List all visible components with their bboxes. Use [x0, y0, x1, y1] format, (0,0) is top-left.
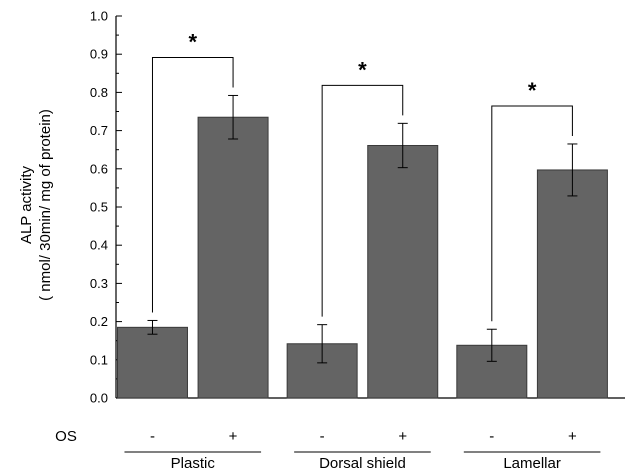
significance-bracket — [151, 56, 234, 313]
y-tick-label: 0.1 — [90, 352, 108, 367]
os-sign-label: - — [150, 428, 155, 445]
y-tick-label: 0.5 — [90, 200, 108, 215]
y-axis-title: ALP activity ( nmol/ 30min/ mg of protei… — [18, 109, 54, 301]
y-tick-label: 0.3 — [90, 276, 108, 291]
bar — [536, 169, 608, 399]
y-tick-label: 0.7 — [90, 123, 108, 138]
bar — [197, 116, 269, 399]
group-label: Lamellar — [503, 455, 561, 472]
y-tick-label: 0.0 — [90, 391, 108, 406]
significance-bracket — [491, 105, 573, 322]
significance-star: * — [528, 78, 537, 103]
significance-star: * — [358, 57, 367, 82]
os-sign-label: + — [568, 428, 577, 445]
y-tick-label: 1.0 — [90, 9, 108, 24]
bar — [367, 144, 439, 399]
group-label: Dorsal shield — [319, 455, 406, 472]
y-tick-label: 0.8 — [90, 85, 108, 100]
plot-area: 0.0 0.1 0.2 0.3 0.4 0.5 0.6 0.7 0.8 0.9 1.0 - + Plast… — [90, 9, 625, 472]
group-label: Plastic — [171, 455, 216, 472]
y-axis-title-line-1: ALP activity — [18, 165, 35, 244]
significance-bracket — [321, 84, 404, 317]
os-sign-label: + — [398, 428, 407, 445]
significance-star: * — [188, 29, 197, 54]
y-tick-label: 0.2 — [90, 314, 108, 329]
os-sign-label: - — [320, 428, 325, 445]
y-axis-title-line-2: ( nmol/ 30min/ mg of protein) — [37, 109, 54, 301]
os-sign-label: - — [489, 428, 494, 445]
y-tick-label: 0.6 — [90, 161, 108, 176]
bar — [116, 326, 188, 399]
os-row-label: OS — [55, 428, 77, 445]
y-tick-label: 0.9 — [90, 47, 108, 62]
os-sign-label: + — [229, 428, 238, 445]
y-tick-label: 0.4 — [90, 238, 108, 253]
